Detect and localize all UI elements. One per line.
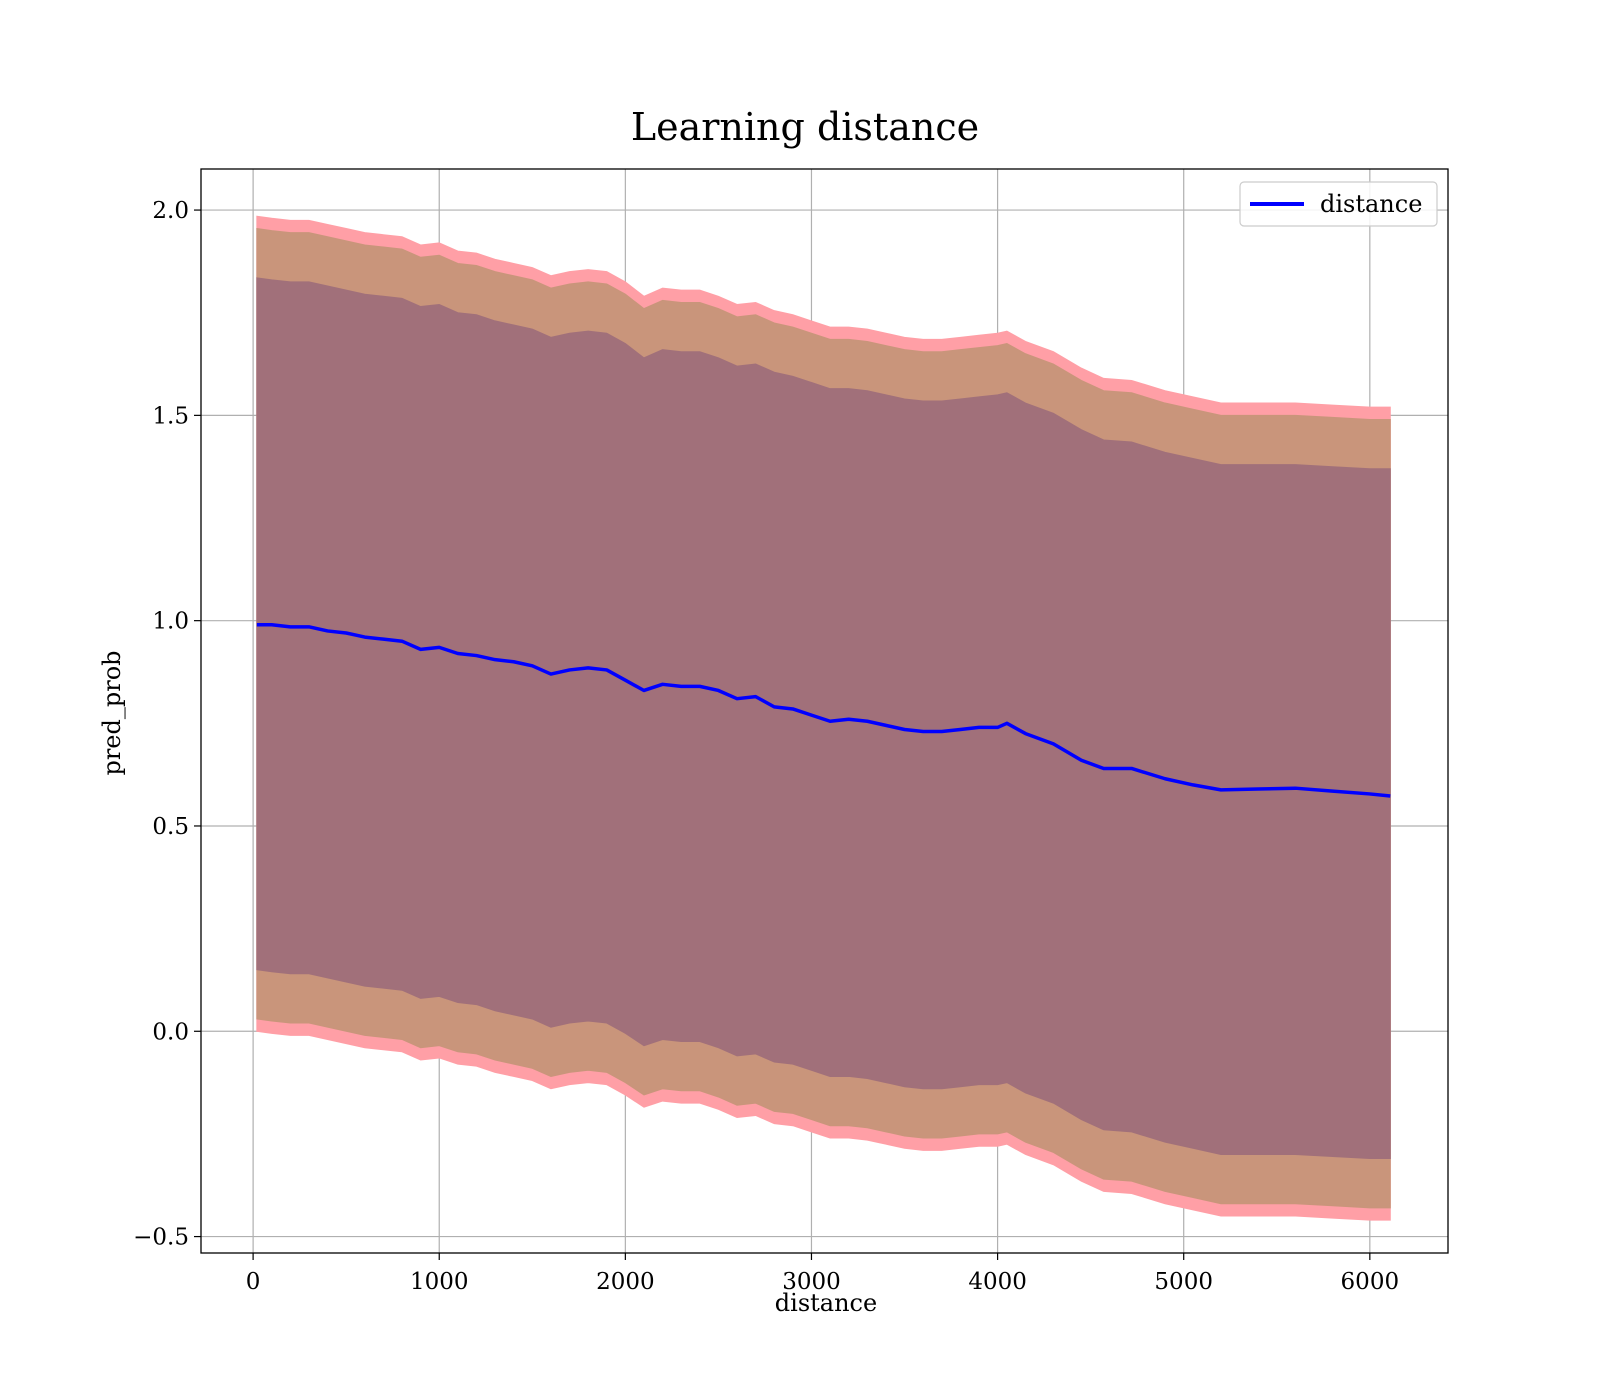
x-tick-label: 2000 [596,1269,655,1295]
x-tick-label: 6000 [1341,1269,1400,1295]
x-tick-label: 1000 [410,1269,469,1295]
line-layer [256,623,1391,798]
y-tick-label: 1.5 [152,403,189,429]
legend: distance [1239,181,1438,227]
chart-title: Learning distance [631,105,979,149]
legend-box [1239,181,1438,227]
y-tick-label: −0.5 [133,1225,189,1251]
y-tick-label: 0.0 [152,1019,189,1045]
plot-frame [200,168,1449,1254]
y-axis-label: pred_prob [98,650,126,775]
y-tick-label: 2.0 [152,198,189,224]
x-tick-label: 4000 [968,1269,1027,1295]
x-axis-label: distance [775,1289,877,1317]
x-tick-label: 0 [246,1269,261,1295]
legend-label-distance: distance [1320,190,1422,218]
x-tick-label: 5000 [1154,1269,1213,1295]
y-tick-label: 0.5 [152,814,189,840]
x-tick-label: 3000 [782,1269,841,1295]
y-tick-label: 1.0 [152,609,189,635]
series-line-distance [256,623,1391,798]
tick-layer: 0 1000 2000 3000 4000 5000 6000 −0.5 0.0 0.5 1.0 1.… [133,198,1399,1295]
